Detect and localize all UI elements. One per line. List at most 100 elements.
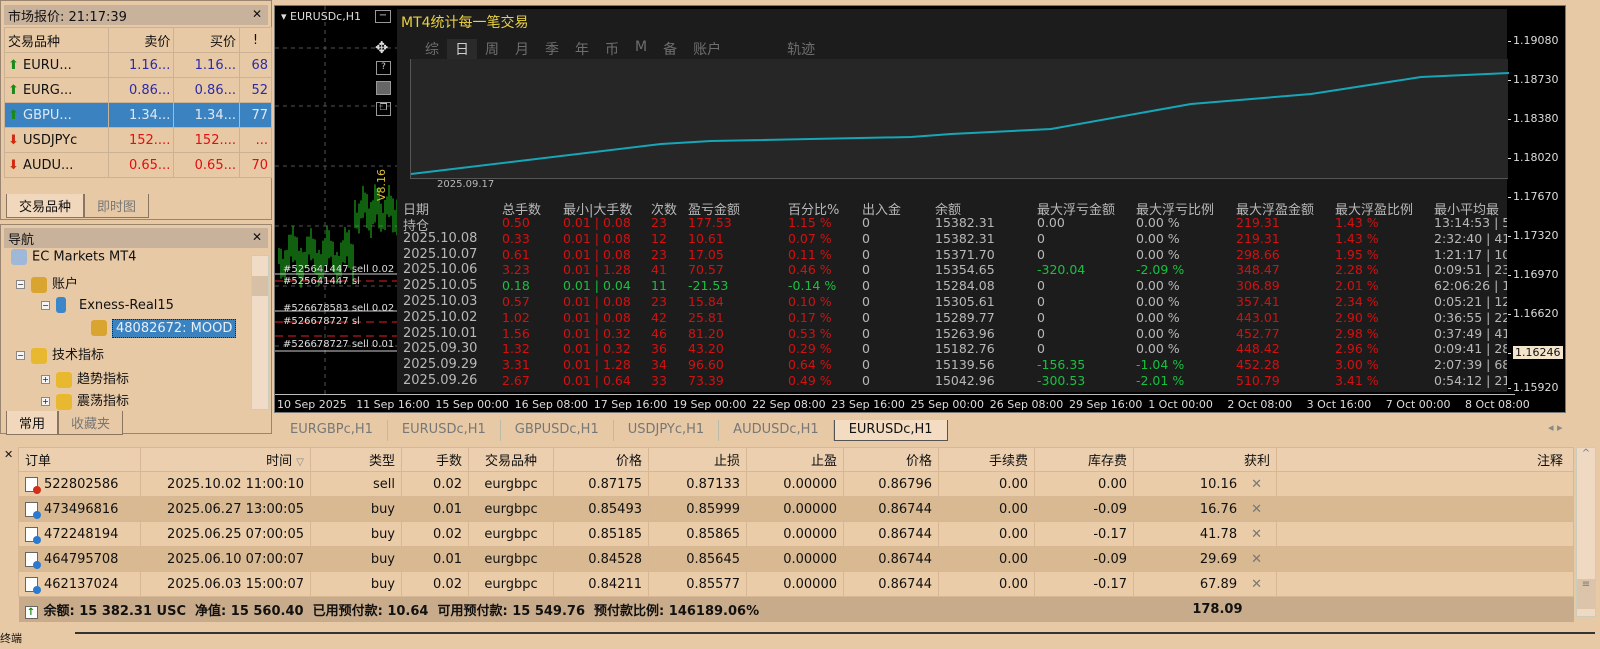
- trade-row[interactable]: 473496816 2025.06.27 13:00:05 buy 0.01 eurgb…: [18, 496, 1574, 522]
- collapse-icon[interactable]: −: [16, 351, 25, 360]
- stats-tab[interactable]: 轨迹: [787, 42, 816, 58]
- column-header[interactable]: 价格: [553, 447, 649, 472]
- stats-tab[interactable]: 季: [545, 42, 559, 58]
- trade-label[interactable]: #525641447 sell 0.02: [283, 264, 395, 275]
- column-header[interactable]: 获利: [1133, 447, 1277, 472]
- stats-tab[interactable]: 备: [663, 42, 678, 58]
- nav-indicators[interactable]: − 技术指标: [16, 344, 104, 364]
- column-header[interactable]: 类型: [310, 447, 402, 472]
- column-header[interactable]: 手数: [401, 447, 469, 472]
- stats-cell: 0.64 %: [788, 357, 832, 373]
- expand-icon[interactable]: +: [41, 397, 50, 406]
- close-order-icon[interactable]: ✕: [1251, 576, 1262, 592]
- market-watch-row[interactable]: ⬇ USDJPYc 152.... 152.... ...: [4, 127, 272, 153]
- nav-account-item[interactable]: 48082672: MOOD: [91, 318, 237, 338]
- tab-scroll-arrows[interactable]: ◂ ▸: [1548, 421, 1563, 434]
- column-header[interactable]: 手续费: [938, 447, 1035, 472]
- stats-tab[interactable]: 周: [485, 42, 499, 58]
- column-header[interactable]: 库存费: [1034, 447, 1134, 472]
- chart-tab[interactable]: EURUSDc,H1: [388, 420, 501, 441]
- market-watch-row[interactable]: ⬇ AUDU... 0.65... 0.65... 70: [4, 152, 272, 178]
- nav-oscillators[interactable]: + 震荡指标: [41, 390, 129, 410]
- trade-label[interactable]: #526678583 sell 0.02: [283, 303, 395, 314]
- stats-tab[interactable]: 日: [447, 39, 477, 59]
- window-restore-icon[interactable]: ❐: [376, 102, 391, 116]
- market-watch-row[interactable]: ⬆ GBPU... 1.34... 1.34... 77: [4, 102, 272, 128]
- collapse-icon[interactable]: −: [16, 280, 25, 289]
- tab-symbols[interactable]: 交易品种: [6, 194, 85, 218]
- lots-cell: 0.02: [401, 571, 469, 597]
- move-icon[interactable]: ✥: [375, 38, 389, 57]
- forbid-icon[interactable]: [376, 81, 391, 95]
- stats-cell: 23: [651, 215, 667, 230]
- stats-cell: 0:37:49 | 41:: [1434, 325, 1507, 341]
- expand-icon[interactable]: +: [41, 375, 50, 384]
- scroll-thumb[interactable]: [252, 276, 268, 296]
- chart-tab[interactable]: EURUSDc,H1: [833, 420, 948, 441]
- stats-title: MT4统计每一笔交易: [401, 15, 529, 31]
- market-watch-row[interactable]: ⬆ EURU... 1.16... 1.16... 68: [4, 52, 272, 78]
- scroll-thumb[interactable]: ≡: [1577, 579, 1595, 609]
- market-watch-tabs: 交易品种 即时图: [6, 194, 150, 218]
- nav-broker[interactable]: EC Markets MT4: [11, 249, 136, 265]
- tab-favorites[interactable]: 收藏夹: [58, 411, 124, 435]
- trade-label[interactable]: #526678727 sell 0.01: [283, 339, 395, 350]
- market-watch-row[interactable]: ⬆ EURG... 0.86... 0.86... 52: [4, 77, 272, 103]
- stats-cell: 0.01 | 0.64: [563, 373, 631, 388]
- stats-tab[interactable]: 币: [605, 42, 619, 58]
- stats-tab[interactable]: 账户: [693, 42, 722, 58]
- close-order-icon[interactable]: ✕: [1251, 551, 1262, 567]
- column-header[interactable]: 价格: [843, 447, 939, 472]
- col-spread[interactable]: !: [239, 27, 272, 53]
- tab-common[interactable]: 常用: [6, 411, 59, 435]
- chart-tab[interactable]: GBPUSDc,H1: [501, 420, 614, 441]
- stats-cell: 1.43 %: [1335, 215, 1379, 230]
- col-ask[interactable]: 买价: [173, 27, 240, 53]
- trade-label[interactable]: #525641447 sl: [283, 276, 360, 287]
- minimize-button[interactable]: −: [375, 10, 391, 23]
- stats-tab[interactable]: M: [635, 39, 648, 55]
- trade-row[interactable]: 472248194 2025.06.25 07:00:05 buy 0.02 eurgb…: [18, 521, 1574, 547]
- column-header[interactable]: 止盈: [746, 447, 844, 472]
- nav-accounts[interactable]: − 账户: [16, 273, 78, 293]
- tp-cell: 0.00000: [746, 496, 844, 522]
- chart-tab[interactable]: USDJPYc,H1: [614, 420, 720, 441]
- sort-icon[interactable]: ▽: [296, 457, 304, 468]
- price-axis[interactable]: 1.19080 1.18730 1.18380 1.18020 1.17670 1.173…: [1508, 6, 1567, 396]
- chart-window[interactable]: ▾ EURUSDc,H1 − ✥ ? ❐ V8.16 #525641447 se…: [274, 5, 1566, 413]
- column-header[interactable]: 订单: [18, 447, 141, 472]
- help-icon[interactable]: ?: [376, 61, 391, 75]
- collapse-icon[interactable]: −: [41, 300, 50, 310]
- chart-tab[interactable]: AUDUSDc,H1: [719, 420, 834, 441]
- navigator-scrollbar[interactable]: [251, 255, 269, 410]
- time-axis[interactable]: 10 Sep 2025 11 Sep 16:00 15 Sep 00:00 16 Se…: [275, 394, 1530, 412]
- close-icon[interactable]: ✕: [251, 7, 262, 21]
- trade-label[interactable]: #526678727 sl: [283, 316, 360, 327]
- stats-tab[interactable]: 月: [515, 42, 529, 58]
- column-header[interactable]: 注释: [1276, 447, 1574, 472]
- stats-tab[interactable]: 综: [425, 42, 439, 58]
- trade-row[interactable]: 522802586 2025.10.02 11:00:10 sell 0.02 eurg…: [18, 471, 1574, 497]
- stats-cell: 452.28: [1236, 357, 1280, 373]
- trade-row[interactable]: 464795708 2025.06.10 07:00:07 buy 0.01 eurgb…: [18, 546, 1574, 572]
- col-symbol[interactable]: 交易品种: [4, 27, 109, 53]
- close-order-icon[interactable]: ✕: [1251, 501, 1262, 517]
- tp-cell: 0.00000: [746, 571, 844, 597]
- trade-row[interactable]: 462137024 2025.06.03 15:00:07 buy 0.02 eurgb…: [18, 571, 1574, 597]
- col-bid[interactable]: 卖价: [107, 27, 175, 53]
- close-order-icon[interactable]: ✕: [1251, 476, 1262, 492]
- close-order-icon[interactable]: ✕: [1251, 526, 1262, 542]
- terminal-scrollbar[interactable]: ^ ≡: [1576, 447, 1596, 617]
- stats-tab[interactable]: 年: [575, 42, 589, 58]
- nav-trend-indicators[interactable]: + 趋势指标: [41, 368, 129, 388]
- candlestick-area[interactable]: [275, 6, 397, 394]
- terminal-close-icon[interactable]: ✕: [4, 448, 14, 461]
- tab-tick-chart[interactable]: 即时图: [84, 194, 150, 218]
- column-header[interactable]: 时间 ▽: [140, 447, 311, 472]
- close-icon[interactable]: ✕: [251, 230, 262, 244]
- column-header[interactable]: 交易品种: [468, 447, 554, 472]
- chart-tab[interactable]: EURGBPc,H1: [276, 420, 388, 441]
- chart-symbol-label[interactable]: ▾ EURUSDc,H1: [281, 10, 361, 23]
- nav-server[interactable]: − Exness-Real15: [41, 297, 174, 313]
- column-header[interactable]: 止损: [648, 447, 747, 472]
